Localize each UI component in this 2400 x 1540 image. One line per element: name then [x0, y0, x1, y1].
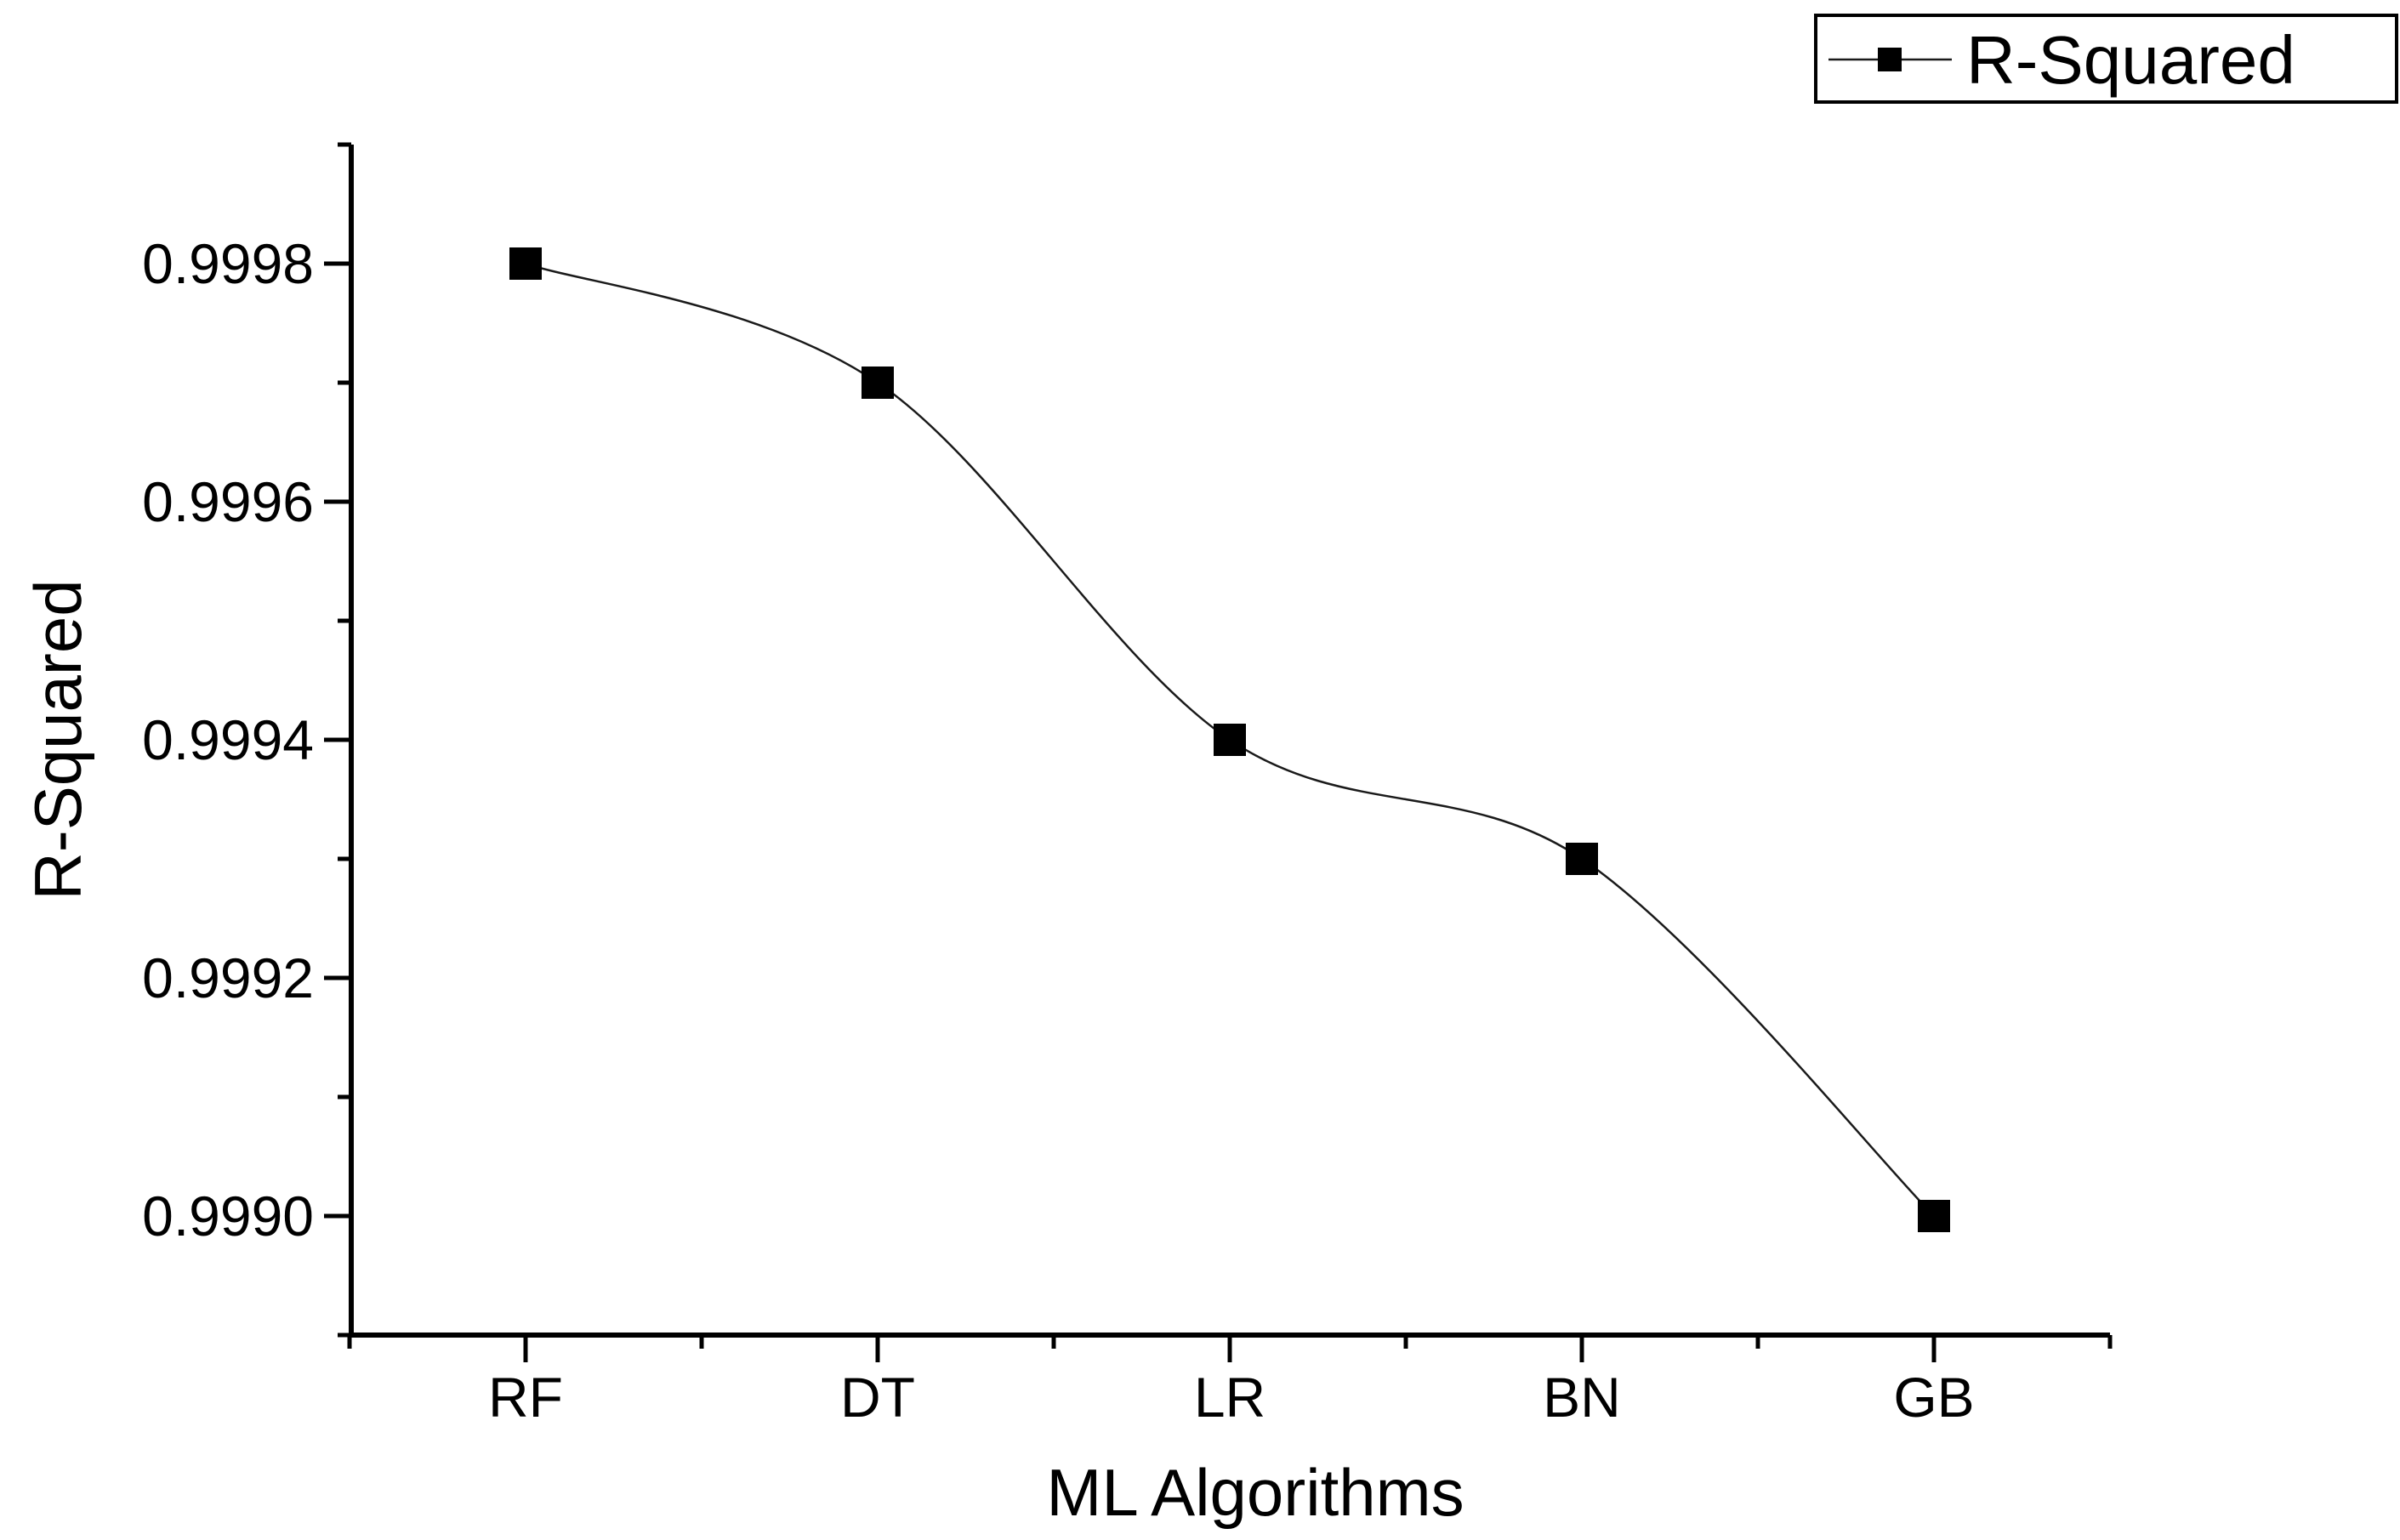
x-tick-label: GB: [1893, 1366, 1974, 1429]
data-point-marker-BN: [1566, 843, 1598, 875]
y-axis-title: R-Squared: [20, 579, 95, 900]
y-tick-label: 0.9992: [142, 946, 314, 1009]
y-tick-label: 0.9990: [142, 1185, 314, 1247]
y-tick-label: 0.9994: [142, 708, 314, 771]
x-tick-label: BN: [1543, 1366, 1621, 1429]
y-tick-label: 0.9998: [142, 232, 314, 295]
x-tick-label: LR: [1194, 1366, 1265, 1429]
x-tick-label: RF: [488, 1366, 563, 1429]
data-point-marker-GB: [1918, 1200, 1950, 1232]
x-axis-title: ML Algorithms: [1046, 1455, 1464, 1530]
legend-marker-square: [1878, 48, 1902, 71]
data-point-marker-DT: [862, 367, 894, 399]
legend-label: R-Squared: [1966, 22, 2295, 98]
legend: R-Squared: [1814, 14, 2398, 104]
x-tick-label: DT: [840, 1366, 915, 1429]
data-point-marker-LR: [1214, 724, 1246, 756]
y-tick-label: 0.9996: [142, 470, 314, 533]
data-point-marker-RF: [509, 247, 542, 280]
